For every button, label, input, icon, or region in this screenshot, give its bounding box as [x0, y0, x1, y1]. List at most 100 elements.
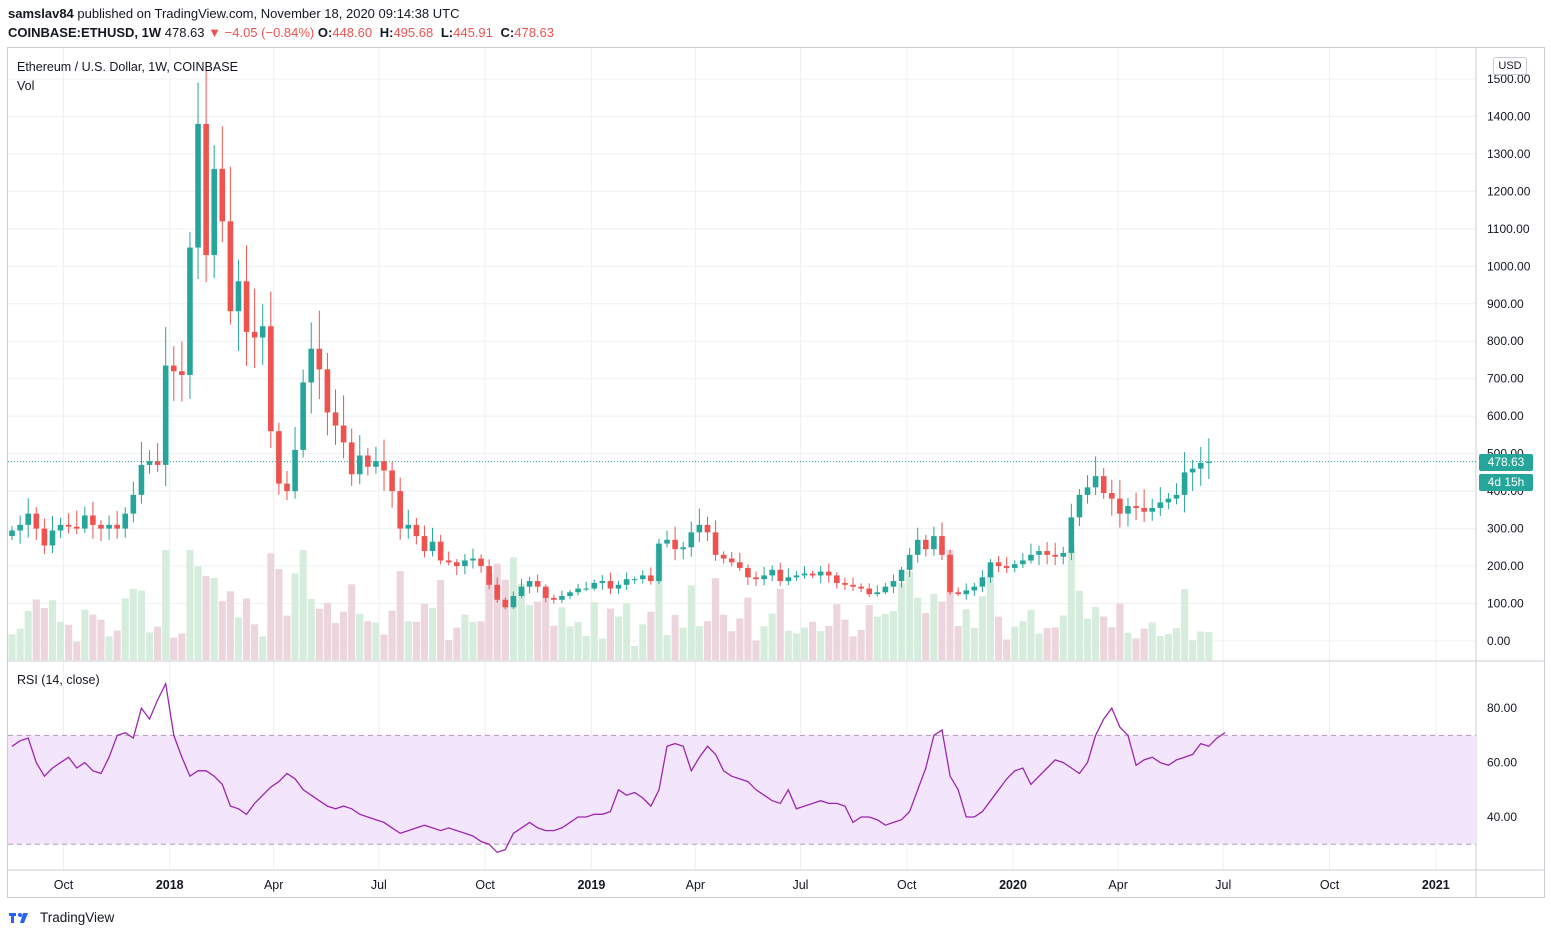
volume-bar-145 [1181, 589, 1189, 660]
volume-bar-71 [582, 636, 590, 660]
candle-body-26 [219, 168, 226, 222]
candle-body-130 [1060, 552, 1067, 557]
candle-body-108 [882, 586, 889, 593]
candle-body-117 [955, 592, 961, 595]
volume-bar-39 [323, 602, 331, 660]
volume-bar-12 [105, 636, 113, 660]
rsi-line [11, 681, 1226, 854]
candle-body-79 [648, 575, 654, 582]
volume-bar-120 [978, 596, 986, 660]
volume-bar-90 [736, 618, 744, 660]
volume-bar-128 [1043, 628, 1051, 660]
volume-bar-87 [712, 578, 720, 660]
volume-bar-122 [995, 616, 1003, 660]
rsi-band [8, 735, 1476, 845]
tradingview-logo-icon [9, 913, 28, 923]
candle-body-43 [356, 455, 363, 475]
price-change: −4.05 (−0.84%) [224, 25, 315, 40]
volume-bar-109 [889, 611, 898, 660]
candle-body-137 [1117, 498, 1123, 514]
candle-body-76 [623, 579, 630, 585]
volume-bar-146 [1189, 640, 1197, 660]
volume-bar-143 [1164, 633, 1172, 660]
publisher-name[interactable]: samslav84 [8, 6, 74, 21]
x-tick-label-3: Jul [371, 878, 387, 892]
rsi-tick-label-1: 60.00 [1487, 756, 1517, 770]
candle-body-121 [987, 562, 994, 578]
y-tick-label-12: 1200.00 [1487, 184, 1531, 198]
candle-body-115 [939, 536, 945, 555]
candle-body-105 [858, 586, 864, 589]
x-tick-label-10: Apr [1108, 878, 1127, 892]
candle-body-29 [243, 281, 250, 332]
candle-body-45 [373, 461, 379, 467]
currency-badge[interactable]: USD [1493, 57, 1527, 75]
volume-bar-54 [445, 639, 453, 660]
candle-body-85 [696, 524, 703, 533]
volume-bar-34 [283, 615, 291, 660]
volume-bar-78 [639, 624, 647, 660]
volume-bar-22 [186, 550, 194, 660]
volume-bar-21 [178, 633, 186, 660]
candle-body-90 [737, 562, 743, 568]
volume-bar-49 [404, 621, 412, 660]
volume-bar-101 [825, 625, 833, 660]
volume-bar-106 [865, 605, 873, 660]
volume-bar-111 [906, 571, 914, 660]
volume-bar-4 [40, 608, 48, 660]
volume-bar-140 [1140, 628, 1148, 660]
close-label: C: [500, 25, 515, 40]
volume-bar-100 [817, 631, 825, 660]
candle-body-3 [33, 513, 40, 529]
candle-body-22 [187, 247, 193, 375]
candle-body-101 [825, 571, 832, 576]
x-tick-label-11: Jul [1215, 878, 1231, 892]
candle-body-112 [914, 539, 921, 555]
candle-body-31 [259, 326, 266, 338]
volume-bar-147 [1197, 631, 1205, 660]
candle-body-55 [453, 562, 460, 567]
chart-frame [7, 47, 1545, 898]
candle-body-95 [777, 569, 784, 582]
candle-body-98 [801, 573, 808, 576]
last-price: 478.63 [164, 25, 205, 40]
volume-bar-25 [210, 577, 218, 660]
x-tick-label-4: Oct [475, 878, 495, 892]
volume-bar-15 [129, 588, 137, 660]
volume-bar-41 [340, 611, 348, 660]
candle-body-51 [421, 536, 428, 552]
volume-bar-84 [687, 585, 695, 660]
volume-bar-35 [291, 573, 299, 660]
volume-bar-114 [930, 593, 938, 660]
volume-bar-112 [914, 597, 922, 660]
candle-body-49 [405, 524, 412, 529]
candle-body-148 [1206, 461, 1212, 464]
candle-body-27 [227, 221, 234, 312]
volume-bar-83 [679, 627, 687, 660]
y-tick-label-8: 800.00 [1487, 334, 1524, 348]
candle-body-96 [785, 577, 792, 582]
volume-bar-57 [469, 621, 477, 660]
candle-body-40 [332, 412, 339, 426]
candle-body-135 [1100, 476, 1107, 493]
volume-bar-93 [760, 626, 768, 660]
candle-body-24 [203, 123, 209, 256]
candle-body-71 [583, 588, 589, 590]
volume-bar-11 [97, 619, 105, 660]
candle-body-39 [324, 369, 331, 413]
volume-bar-56 [461, 614, 469, 660]
candle-body-80 [656, 543, 662, 582]
volume-bar-33 [275, 569, 283, 660]
candle-body-82 [672, 539, 678, 550]
candle-body-56 [462, 560, 468, 567]
volume-bar-8 [73, 641, 81, 660]
volume-bar-130 [1059, 615, 1067, 660]
volume-bar-137 [1116, 603, 1124, 660]
candle-body-1 [17, 524, 23, 531]
footer-brand[interactable]: TradingView [8, 909, 114, 925]
candle-body-60 [494, 584, 501, 600]
x-tick-label-13: 2021 [1422, 878, 1450, 892]
volume-bar-107 [873, 616, 881, 660]
x-tick-label-5: 2019 [577, 878, 605, 892]
